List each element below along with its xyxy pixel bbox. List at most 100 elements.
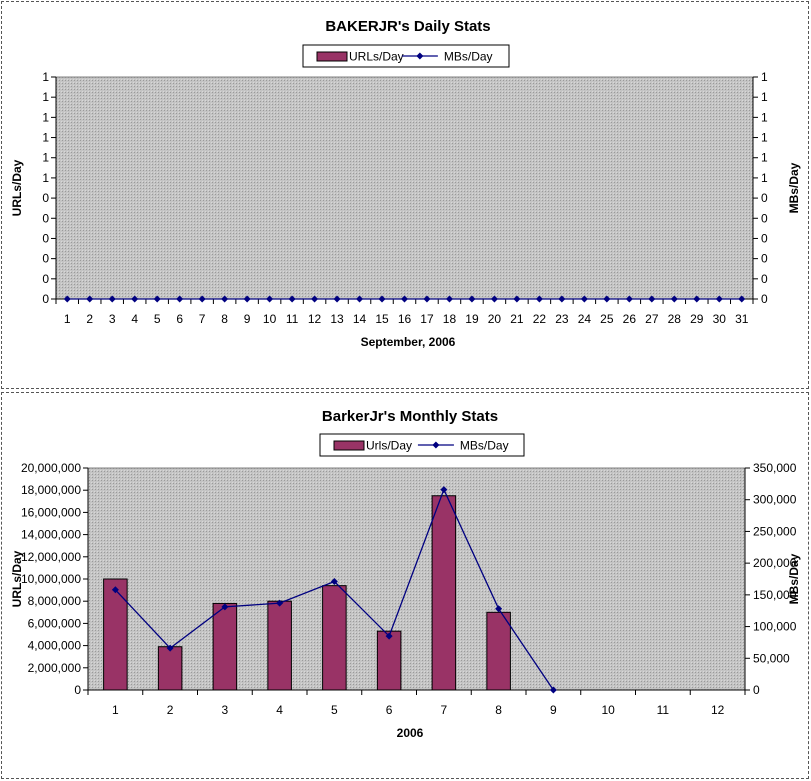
line-point — [603, 295, 611, 303]
x-tick-label: 12 — [711, 703, 725, 717]
y-right-tick-label: 200,000 — [753, 556, 797, 570]
line-point — [63, 295, 71, 303]
legend-marker-line — [416, 52, 424, 60]
line-point — [356, 295, 364, 303]
x-tick-label: 28 — [668, 312, 682, 326]
y-left-tick-label: 1 — [42, 151, 49, 165]
y-left-tick-label: 14,000,000 — [21, 528, 81, 542]
legend-label-line: MBs/Day — [460, 439, 509, 453]
x-tick-label: 9 — [244, 312, 251, 326]
line-point — [111, 586, 119, 594]
legend: Urls/Day MBs/Day — [319, 433, 525, 457]
legend-label-line: MBs/Day — [444, 50, 493, 64]
line-point — [549, 686, 557, 694]
line-point — [580, 295, 588, 303]
line-point — [86, 295, 94, 303]
y-left-tick-label: 1 — [42, 70, 49, 84]
bar — [322, 585, 347, 691]
y-right-tick-label: 0 — [761, 211, 768, 225]
y-left-tick-label: 12,000,000 — [21, 550, 81, 564]
y-right-axis-label: MBs/Day — [787, 162, 801, 213]
legend-label-bar: URLs/Day — [349, 50, 404, 64]
line-point — [176, 295, 184, 303]
line-point — [385, 632, 393, 640]
y-right-tick-label: 0 — [761, 272, 768, 286]
bar — [157, 646, 183, 691]
x-tick-label: 18 — [443, 312, 457, 326]
x-tick-label: 20 — [488, 312, 502, 326]
x-tick-label: 3 — [109, 312, 116, 326]
x-axis-label: September, 2006 — [361, 335, 456, 349]
line-point — [693, 295, 701, 303]
x-tick-label: 2 — [86, 312, 93, 326]
y-left-tick-label: 8,000,000 — [28, 594, 82, 608]
y-right-tick-label: 300,000 — [753, 493, 797, 507]
bar — [431, 495, 457, 691]
x-tick-label: 27 — [645, 312, 659, 326]
monthly-stats-chart: BarkerJr's Monthly Stats Urls/Day MBs/Day 0… — [10, 408, 801, 740]
x-tick-label: 24 — [578, 312, 592, 326]
x-tick-label: 5 — [331, 703, 338, 717]
y-left-tick-label: 1 — [42, 171, 49, 185]
x-tick-label: 1 — [64, 312, 71, 326]
x-tick-label: 5 — [154, 312, 161, 326]
line-point — [311, 295, 319, 303]
y-left-axis-label: URLs/Day — [10, 550, 24, 607]
y-right-tick-label: 100,000 — [753, 620, 797, 634]
line-point — [221, 603, 229, 611]
line-point — [333, 295, 341, 303]
legend-marker-line — [432, 441, 440, 449]
bar — [376, 630, 402, 691]
x-tick-label: 7 — [441, 703, 448, 717]
x-tick-label: 26 — [623, 312, 637, 326]
legend: URLs/Day MBs/Day — [302, 44, 510, 68]
y-right-tick-label: 250,000 — [753, 524, 797, 538]
line-point — [243, 295, 251, 303]
line-point — [401, 295, 408, 303]
x-tick-label: 11 — [657, 703, 670, 717]
bar — [103, 578, 128, 691]
y-left-tick-label: 1 — [42, 110, 49, 124]
daily-stats-panel: BAKERJR's Daily Stats URLs/Day MBs/Day 0 0 0 0… — [1, 1, 809, 389]
y-left-tick-label: 16,000,000 — [21, 505, 81, 519]
x-tick-label: 4 — [276, 703, 283, 717]
y-right-tick-label: 0 — [753, 683, 760, 697]
line-point — [490, 295, 498, 303]
line-point — [423, 295, 431, 303]
x-tick-label: 25 — [600, 312, 614, 326]
y-left-tick-label: 0 — [42, 252, 49, 266]
line-point — [468, 295, 476, 303]
y-left-axis-label: URLs/Day — [10, 159, 24, 216]
y-left-tick-label: 0 — [42, 211, 49, 225]
x-tick-label: 1 — [112, 703, 119, 717]
y-left-tick-label: 0 — [42, 231, 49, 245]
chart-title: BarkerJr's Monthly Stats — [322, 408, 498, 425]
x-tick-label: 7 — [199, 312, 206, 326]
line-point — [715, 295, 723, 303]
x-tick-label: 13 — [330, 312, 344, 326]
line-point — [276, 599, 284, 607]
y-left-tick-label: 18,000,000 — [21, 483, 81, 497]
y-right-tick-label: 150,000 — [753, 588, 797, 602]
x-tick-label: 8 — [221, 312, 228, 326]
y-left-tick-label: 2,000,000 — [28, 661, 82, 675]
line-point — [558, 295, 566, 303]
plot-area — [87, 467, 746, 691]
y-right-tick-label: 0 — [761, 231, 768, 245]
line-point — [288, 295, 296, 303]
y-left-tick-label: 1 — [42, 131, 49, 145]
line-point — [330, 578, 338, 586]
x-tick-label: 11 — [286, 312, 299, 326]
monthly-stats-panel: BarkerJr's Monthly Stats Urls/Day MBs/Day 0… — [1, 392, 809, 779]
y-right-tick-label: 50,000 — [753, 651, 790, 665]
bar — [212, 602, 238, 691]
line-point — [738, 295, 746, 303]
y-left-tick-label: 20,000,000 — [21, 461, 81, 475]
x-tick-label: 6 — [176, 312, 183, 326]
x-tick-label: 10 — [601, 703, 615, 717]
daily-stats-chart: BAKERJR's Daily Stats URLs/Day MBs/Day 0 0 0 0… — [10, 18, 801, 349]
legend-swatch-bar — [333, 440, 365, 451]
x-tick-label: 9 — [550, 703, 557, 717]
y-right-tick-label: 0 — [761, 292, 768, 306]
x-tick-label: 15 — [375, 312, 389, 326]
